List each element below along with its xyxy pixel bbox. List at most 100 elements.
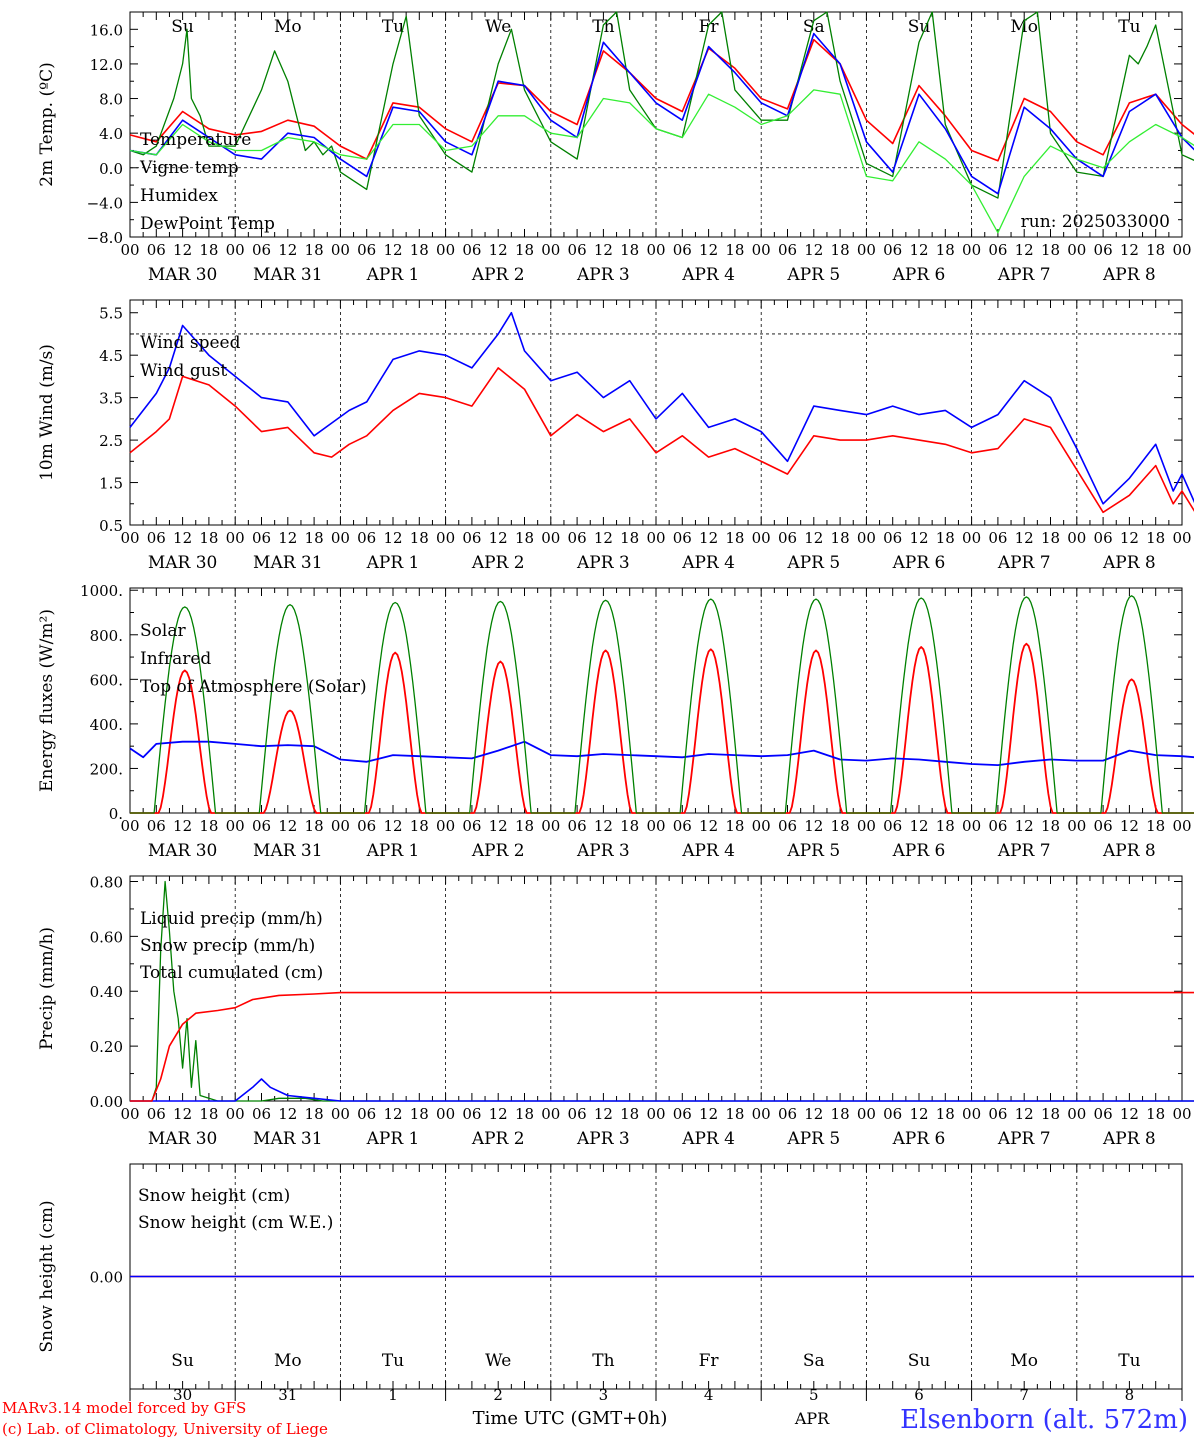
hour-tick-label: 12 <box>594 241 613 259</box>
hour-tick-label: 00 <box>646 817 665 835</box>
hour-tick-label: 06 <box>147 817 166 835</box>
hour-tick-label: 12 <box>804 529 823 547</box>
date-label: APR 2 <box>471 553 525 573</box>
date-label: MAR 30 <box>148 265 218 285</box>
date-label: APR 5 <box>786 1129 840 1149</box>
hour-tick-label: 00 <box>120 1105 139 1123</box>
date-label: APR 7 <box>997 1129 1051 1149</box>
hour-tick-label: 00 <box>331 1105 350 1123</box>
legend-entry: Wind gust <box>140 361 227 381</box>
y-tick-label: −4.0 <box>87 194 123 212</box>
hour-tick-label: 06 <box>462 817 481 835</box>
date-label: APR 8 <box>1102 553 1156 573</box>
hour-tick-label: 06 <box>1094 1105 1113 1123</box>
hour-tick-label: 18 <box>515 1105 534 1123</box>
panel-2: 0.5 1.5 2.5 3.5 4.5 5.5 10m Wind (m/s) Wind spe… <box>37 299 1194 573</box>
hour-tick-label: 12 <box>594 529 613 547</box>
hour-tick-label: 12 <box>909 817 928 835</box>
hour-tick-label: 00 <box>646 1105 665 1123</box>
series-line-vigne-temp <box>129 11 1194 199</box>
date-label: APR 3 <box>576 553 630 573</box>
y-tick-label: 0.60 <box>90 928 123 946</box>
hour-tick-label: 18 <box>620 529 639 547</box>
hour-tick-label: 00 <box>541 1105 560 1123</box>
hour-tick-label: 06 <box>883 1105 902 1123</box>
hour-tick-label: 06 <box>462 241 481 259</box>
hour-tick-label: 12 <box>489 529 508 547</box>
hour-tick-label: 00 <box>752 241 771 259</box>
date-label: APR 1 <box>366 553 420 573</box>
series-line-infrared <box>129 740 1194 766</box>
hour-tick-label: 00 <box>752 529 771 547</box>
panel-5: 0.00 Snow height (cm) Snow height (cm) Snow… <box>37 1163 1194 1404</box>
hour-tick-label: 18 <box>936 241 955 259</box>
hour-tick-label: 12 <box>699 817 718 835</box>
hour-tick-label: 18 <box>831 241 850 259</box>
hour-tick-label: 06 <box>778 1105 797 1123</box>
hour-tick-label: 00 <box>436 817 455 835</box>
hour-tick-label: 18 <box>410 1105 429 1123</box>
day-number-label: 6 <box>914 1386 924 1404</box>
legend-entry: Snow height (cm) <box>138 1186 290 1206</box>
date-label: APR 7 <box>997 265 1051 285</box>
footer: MARv3.14 model forced by GFS (c) Lab. of… <box>2 1399 1188 1438</box>
weekday-label: Fr <box>699 1351 720 1371</box>
weekday-label: Th <box>592 1351 614 1371</box>
hour-tick-label: 18 <box>936 529 955 547</box>
y-tick-label: 400. <box>90 716 123 734</box>
hour-tick-label: 12 <box>1120 241 1139 259</box>
weekday-label: Tu <box>382 17 404 37</box>
hour-tick-label: 18 <box>1146 529 1165 547</box>
hour-tick-label: 12 <box>1120 1105 1139 1123</box>
hour-tick-label: 00 <box>120 241 139 259</box>
hour-tick-label: 12 <box>1015 241 1034 259</box>
hour-tick-label: 00 <box>1172 241 1191 259</box>
weekday-label: Su <box>171 1351 194 1371</box>
hour-tick-label: 12 <box>278 1105 297 1123</box>
hour-tick-label: 00 <box>1067 529 1086 547</box>
series-line-wind-speed <box>129 367 1194 514</box>
date-label: APR 2 <box>471 1129 525 1149</box>
hour-tick-label: 12 <box>278 529 297 547</box>
hour-tick-label: 18 <box>725 817 744 835</box>
hour-tick-label: 12 <box>173 1105 192 1123</box>
y-tick-label: 0.00 <box>90 1093 123 1111</box>
day-number-label: 3 <box>599 1386 609 1404</box>
panel-4: 0.00 0.20 0.40 0.60 0.80 Precip (mm/h) Liquid … <box>37 873 1194 1149</box>
hour-tick-label: 06 <box>252 1105 271 1123</box>
weekday-label: Tu <box>382 1351 404 1371</box>
hour-tick-label: 18 <box>831 817 850 835</box>
hour-tick-label: 18 <box>831 529 850 547</box>
date-label: APR 1 <box>366 841 420 861</box>
hour-tick-label: 18 <box>199 817 218 835</box>
hour-tick-label: 18 <box>515 529 534 547</box>
hour-tick-label: 12 <box>699 529 718 547</box>
x-axis-label: Time UTC (GMT+0h) <box>473 1408 668 1429</box>
y-tick-label: −8.0 <box>87 229 123 247</box>
hour-tick-label: 00 <box>1172 529 1191 547</box>
hour-tick-label: 00 <box>1172 817 1191 835</box>
hour-tick-label: 00 <box>646 241 665 259</box>
hour-tick-label: 06 <box>883 241 902 259</box>
weekday-label: Mo <box>274 17 302 37</box>
hour-tick-label: 12 <box>909 529 928 547</box>
hour-tick-label: 00 <box>226 1105 245 1123</box>
hour-tick-label: 00 <box>857 241 876 259</box>
hour-tick-label: 00 <box>962 817 981 835</box>
series-line-snow-precip-mm-h- <box>130 1078 1194 1102</box>
station-label: Elsenborn (alt. 572m) <box>900 1405 1188 1435</box>
date-label: APR 6 <box>892 553 946 573</box>
hour-tick-label: 00 <box>962 529 981 547</box>
hour-tick-label: 12 <box>383 529 402 547</box>
y-tick-label: 5.5 <box>99 305 123 323</box>
hour-tick-label: 06 <box>462 529 481 547</box>
date-label: APR 4 <box>681 553 735 573</box>
y-tick-label: 0.80 <box>90 873 123 891</box>
series-line-wind-gust <box>129 311 1194 505</box>
hour-tick-label: 06 <box>778 529 797 547</box>
hour-tick-label: 06 <box>568 1105 587 1123</box>
hour-tick-label: 18 <box>199 1105 218 1123</box>
hour-tick-label: 18 <box>1041 529 1060 547</box>
hour-tick-label: 12 <box>804 817 823 835</box>
